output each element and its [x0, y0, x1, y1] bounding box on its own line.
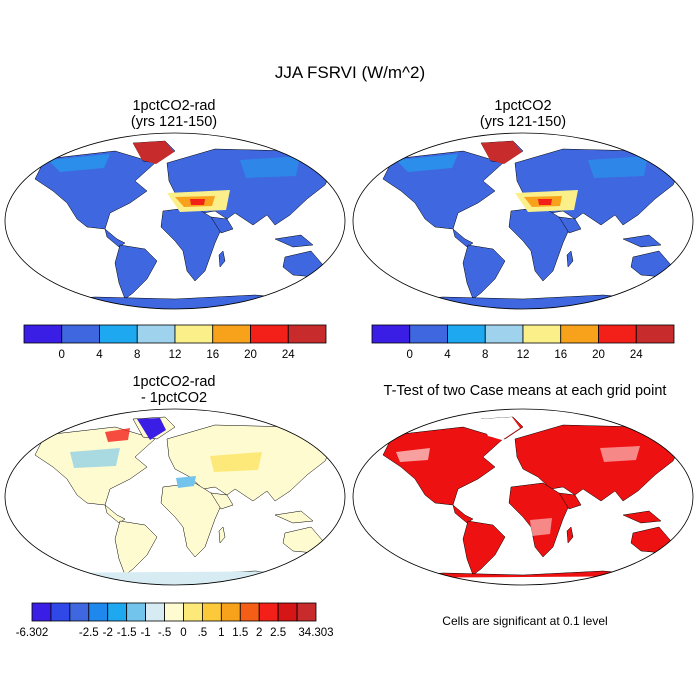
colorbar-tick-label: 8 [134, 349, 140, 361]
colorbar-box [69, 602, 90, 622]
colorbar-tick-label: 24 [630, 349, 643, 361]
colorbar-box [174, 324, 214, 344]
colorbar-box [201, 602, 222, 622]
panel-b-title: 1pctCO2 [494, 98, 552, 114]
panel-a-map [4, 132, 346, 310]
colorbar-tick-label: 12 [169, 349, 182, 361]
colorbar-box [145, 602, 165, 622]
colorbar-box [258, 602, 279, 622]
colorbar-box [31, 602, 52, 622]
colorbar-box [598, 324, 637, 344]
colorbar-tick-label: 0 [59, 349, 65, 361]
colorbar-box [126, 602, 146, 622]
colorbar-tick-label: 1 [218, 627, 224, 639]
colorbar-tick-label: 24 [282, 349, 295, 361]
significance-note: Cells are significant at 0.1 level [442, 614, 608, 628]
panel-c-title: 1pctCO2-rad [132, 374, 216, 390]
colorbar-box [23, 324, 63, 344]
colorbar-tick-label: -.5 [158, 627, 171, 639]
colorbar-panel-b: 0 4 8 12 16 20 24 [371, 324, 675, 361]
colorbar-panel-a: 0 4 8 12 16 20 24 [23, 324, 327, 361]
colorbar-box [409, 324, 448, 344]
panel-b-map [352, 132, 694, 310]
colorbar-box [61, 324, 100, 344]
colorbar-tick-label: -1 [140, 627, 150, 639]
colorbar-tick-label: 8 [482, 349, 488, 361]
colorbar-box [107, 602, 128, 622]
colorbar-box [136, 324, 176, 344]
colorbar-box [164, 602, 184, 622]
colorbar-box [484, 324, 524, 344]
colorbar-box [183, 602, 203, 622]
colorbar-panel-c: -6.302 -2.5 -2 -1.5 -1 -.5 0 .5 1 1.5 2 2.5 34.303 [16, 602, 334, 639]
colorbar-box [447, 324, 486, 344]
colorbar-tick-label: .5 [198, 627, 208, 639]
colorbar-tick-label: 16 [554, 349, 567, 361]
colorbar-box [88, 602, 109, 622]
colorbar-box [220, 602, 241, 622]
colorbar-tick-label: 4 [444, 349, 451, 361]
panel-b-subtitle: (yrs 121-150) [479, 114, 567, 130]
colorbar-tick-label: -1.5 [117, 627, 137, 639]
colorbar-box [99, 324, 138, 344]
colorbar-tick-label: 2 [256, 627, 262, 639]
panel-a-subtitle: (yrs 121-150) [130, 114, 218, 130]
colorbar-box [635, 324, 675, 344]
colorbar-tick-label: -6.302 [16, 627, 49, 639]
colorbar-tick-label: 12 [517, 349, 530, 361]
colorbar-tick-label: 16 [206, 349, 219, 361]
colorbar-tick-label: 20 [244, 349, 257, 361]
colorbar-tick-label: -2.5 [79, 627, 99, 639]
colorbar-box [287, 324, 327, 344]
colorbar-tick-label: 20 [592, 349, 605, 361]
colorbar-box [296, 602, 317, 622]
colorbar-tick-label: 1.5 [232, 627, 248, 639]
colorbar-box [371, 324, 411, 344]
colorbar-box [212, 324, 251, 344]
colorbar-tick-label: 34.303 [298, 627, 333, 639]
panel-a-title: 1pctCO2-rad [132, 98, 216, 114]
colorbar-box [239, 602, 260, 622]
colorbar-box [250, 324, 289, 344]
colorbar-box [277, 602, 298, 622]
colorbar-box [560, 324, 599, 344]
colorbar-tick-label: 2.5 [270, 627, 286, 639]
colorbar-box [522, 324, 562, 344]
colorbar-tick-label: -2 [103, 627, 113, 639]
colorbar-tick-label: 4 [96, 349, 103, 361]
panel-c-subtitle: - 1pctCO2 [140, 390, 208, 406]
panel-d-title: T-Test of two Case means at each grid po… [383, 383, 667, 399]
colorbar-tick-label: 0 [407, 349, 413, 361]
colorbar-tick-label: 0 [180, 627, 186, 639]
figure-title: JJA FSRVI (W/m^2) [274, 63, 426, 82]
colorbar-box [50, 602, 71, 622]
